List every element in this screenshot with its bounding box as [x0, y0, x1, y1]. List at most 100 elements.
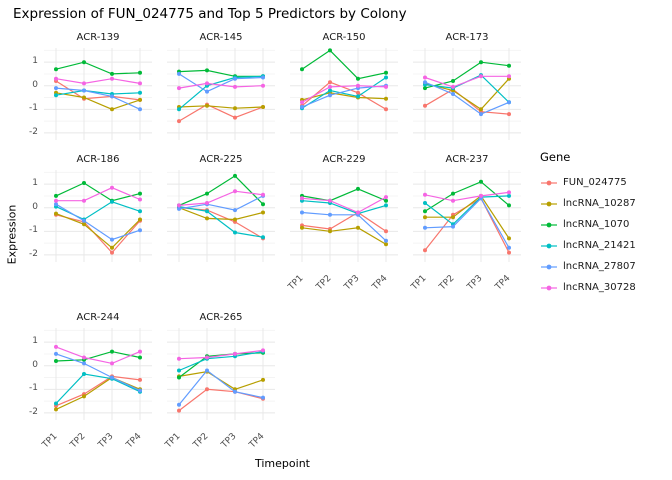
data-point-FUN_024775	[423, 248, 427, 253]
data-point-lncRNA_21421	[138, 90, 142, 95]
data-point-FUN_024775	[110, 250, 114, 255]
data-point-lncRNA_21421	[54, 401, 58, 406]
series-line-lncRNA_21421	[55, 201, 141, 221]
data-point-lncRNA_1070	[451, 191, 455, 196]
data-point-lncRNA_1070	[300, 67, 304, 72]
data-point-lncRNA_1070	[205, 191, 209, 196]
data-point-lncRNA_21421	[110, 199, 114, 204]
data-point-lncRNA_21421	[205, 209, 209, 214]
data-point-lncRNA_1070	[138, 355, 142, 360]
x-tick-label: TP4	[247, 431, 267, 451]
data-point-lncRNA_10287	[233, 217, 237, 222]
data-point-lncRNA_10287	[423, 215, 427, 220]
data-point-lncRNA_1070	[384, 198, 388, 203]
data-point-lncRNA_10287	[261, 210, 265, 215]
data-point-lncRNA_1070	[138, 70, 142, 75]
data-point-lncRNA_27807	[138, 388, 142, 393]
x-tick-label: TP2	[437, 273, 457, 293]
data-point-lncRNA_10287	[82, 394, 86, 399]
data-point-lncRNA_10287	[110, 107, 114, 112]
legend-label: FUN_024775	[563, 177, 627, 188]
data-point-lncRNA_1070	[328, 48, 332, 53]
facet-label-ACR-139: ACR-139	[76, 32, 120, 43]
legend-key-point	[546, 201, 552, 206]
legend-key-icon	[541, 222, 557, 227]
data-point-lncRNA_1070	[261, 202, 265, 207]
data-point-lncRNA_27807	[423, 225, 427, 230]
data-point-lncRNA_1070	[479, 179, 483, 184]
data-point-lncRNA_10287	[82, 222, 86, 227]
data-point-lncRNA_10287	[138, 97, 142, 102]
data-point-lncRNA_1070	[82, 181, 86, 185]
data-point-lncRNA_27807	[261, 75, 265, 80]
data-point-lncRNA_30728	[205, 201, 209, 205]
series-line-lncRNA_21421	[301, 200, 387, 215]
data-point-lncRNA_21421	[507, 193, 511, 198]
series-line-lncRNA_30728	[424, 75, 509, 88]
data-point-lncRNA_1070	[54, 359, 58, 363]
data-point-lncRNA_27807	[205, 89, 209, 94]
legend-title: Gene	[540, 150, 571, 164]
series-line-FUN_024775	[178, 103, 264, 122]
data-point-lncRNA_10287	[82, 95, 86, 100]
series-line-FUN_024775	[55, 214, 141, 254]
data-point-lncRNA_1070	[356, 186, 360, 191]
data-point-lncRNA_10287	[110, 245, 114, 250]
data-point-lncRNA_30728	[82, 355, 86, 360]
data-point-lncRNA_1070	[423, 209, 427, 214]
data-point-FUN_024775	[328, 80, 332, 85]
series-line-lncRNA_1070	[55, 61, 141, 75]
facet-panel-ACR-139	[44, 48, 152, 140]
legend-item-lncRNA_1070: lncRNA_1070	[540, 214, 670, 235]
data-point-lncRNA_1070	[356, 76, 360, 81]
data-point-lncRNA_27807	[233, 389, 237, 394]
x-tick-label: TP4	[124, 431, 144, 451]
data-point-lncRNA_30728	[82, 198, 86, 203]
data-point-lncRNA_21421	[423, 201, 427, 205]
data-point-lncRNA_30728	[423, 192, 427, 197]
series-line-lncRNA_1070	[178, 69, 263, 77]
series-line-lncRNA_30728	[55, 78, 141, 85]
data-point-lncRNA_21421	[177, 368, 181, 373]
data-point-lncRNA_1070	[205, 68, 209, 73]
series-line-FUN_024775	[301, 211, 387, 232]
data-point-lncRNA_10287	[384, 96, 388, 101]
data-point-lncRNA_1070	[233, 173, 237, 178]
facet-panel-ACR-173	[413, 48, 521, 140]
legend-label: lncRNA_21421	[563, 240, 636, 251]
x-tick-label: TP3	[342, 273, 362, 293]
series-line-lncRNA_1070	[424, 61, 510, 89]
data-point-lncRNA_27807	[423, 80, 427, 85]
data-point-lncRNA_27807	[138, 107, 142, 112]
data-point-lncRNA_30728	[451, 198, 455, 203]
legend-key-point	[546, 180, 552, 185]
data-point-lncRNA_27807	[233, 208, 237, 213]
data-point-FUN_024775	[384, 107, 388, 112]
data-point-lncRNA_30728	[205, 81, 209, 86]
data-point-lncRNA_27807	[177, 402, 181, 407]
series-line-lncRNA_27807	[424, 81, 510, 115]
data-point-lncRNA_10287	[451, 215, 455, 220]
facet-label-ACR-150: ACR-150	[322, 32, 366, 43]
data-point-lncRNA_21421	[328, 88, 332, 93]
series-line-lncRNA_30728	[424, 191, 510, 202]
data-point-lncRNA_30728	[82, 81, 86, 86]
data-point-lncRNA_1070	[507, 63, 511, 68]
data-point-lncRNA_1070	[177, 375, 181, 380]
data-point-lncRNA_27807	[54, 86, 58, 91]
facet-panel-ACR-145	[167, 48, 275, 140]
facet-panel-ACR-186	[44, 170, 152, 262]
series-line-lncRNA_10287	[301, 92, 387, 101]
facet-panel-ACR-237	[413, 170, 521, 262]
data-point-FUN_024775	[507, 250, 511, 255]
data-point-lncRNA_1070	[423, 86, 427, 91]
x-tick-label: TP2	[68, 431, 88, 451]
data-point-lncRNA_10287	[328, 229, 332, 234]
data-point-lncRNA_27807	[205, 368, 209, 373]
data-point-FUN_024775	[205, 387, 209, 392]
series-line-lncRNA_21421	[178, 75, 264, 110]
series-line-lncRNA_21421	[301, 77, 387, 109]
series-line-FUN_024775	[55, 375, 141, 407]
y-tick-label: 1	[32, 56, 38, 67]
